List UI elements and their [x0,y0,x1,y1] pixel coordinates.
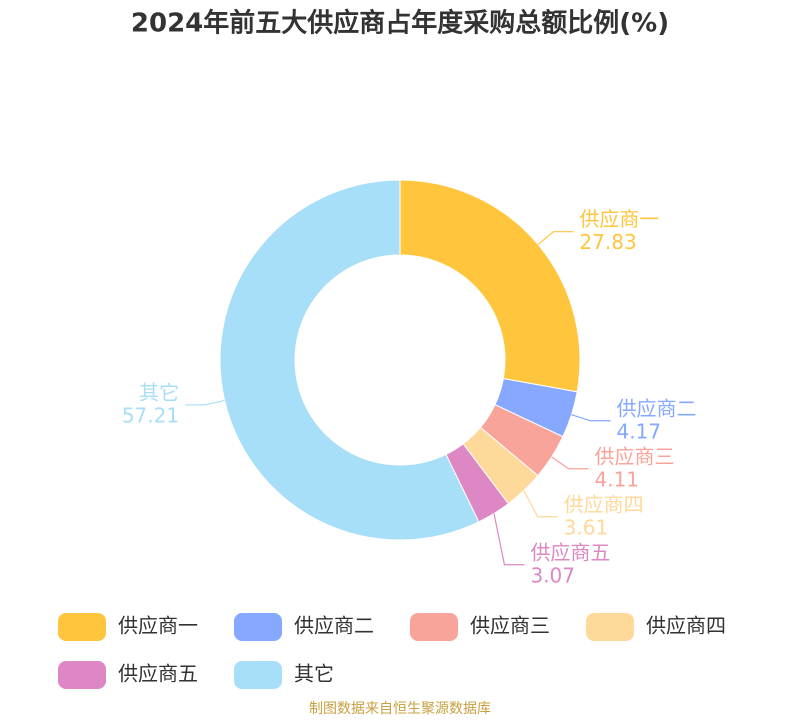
slice-label: 供应商一 [579,207,659,231]
legend-swatch [58,613,106,641]
legend-label: 供应商五 [118,662,198,686]
leader-line [493,513,525,566]
legend-label: 供应商四 [646,614,726,638]
slice-value: 3.07 [530,563,575,587]
slice-value: 27.83 [579,230,636,254]
legend-label: 供应商一 [118,614,198,638]
legend-label: 供应商三 [470,614,550,638]
leader-line [551,456,589,470]
legend-swatch [234,613,282,641]
leader-line [185,399,225,406]
legend-swatch [58,661,106,689]
slice-value: 4.11 [594,467,639,491]
slice-label: 供应商五 [530,540,610,564]
slice [219,179,480,541]
slice-label: 供应商四 [564,492,644,516]
slice-value: 4.17 [617,419,662,443]
legend-label: 供应商二 [294,614,374,638]
leader-line [537,231,574,245]
legend-label: 其它 [294,662,334,686]
slice-label: 供应商三 [594,444,674,468]
legend-swatch [410,613,458,641]
slice [399,179,581,393]
leader-line [523,490,558,518]
slice-value: 57.21 [122,403,179,427]
leader-line [571,414,611,422]
source-note: 制图数据来自恒生聚源数据库 [309,701,491,717]
slice-label: 其它 [139,380,179,404]
slice-label: 供应商二 [617,396,697,420]
slice-value: 3.61 [564,515,609,539]
legend-swatch [234,661,282,689]
legend-swatch [586,613,634,641]
chart-title: 2024年前五大供应商占年度采购总额比例(%) [131,8,669,39]
